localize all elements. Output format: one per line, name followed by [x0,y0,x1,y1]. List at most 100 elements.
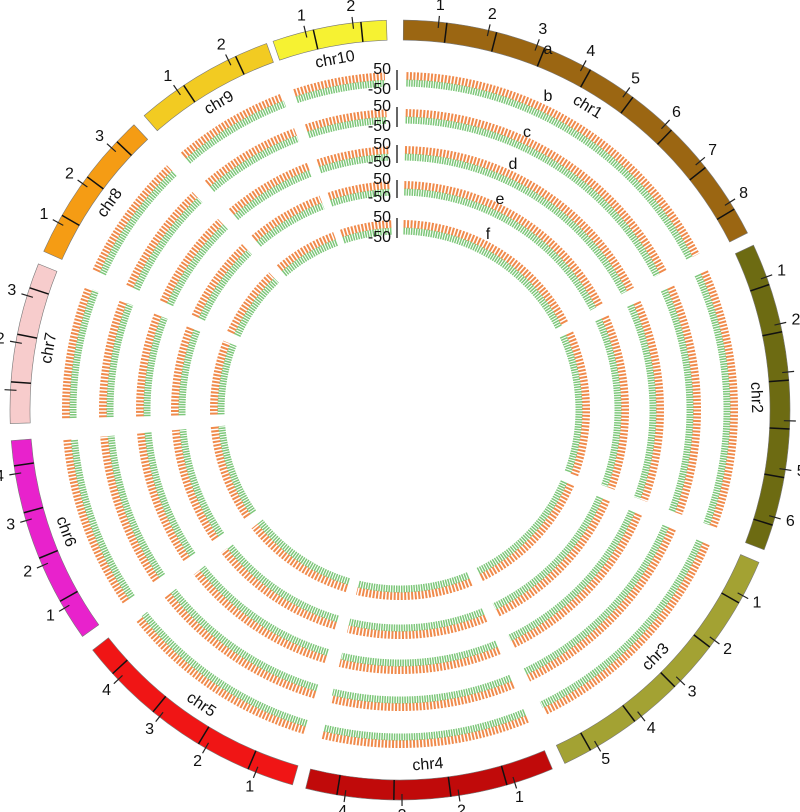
chromosome-tick [173,84,181,96]
track-band-positive [171,326,195,416]
chromosome-tick [252,766,259,779]
chromosome-tick-label: 2 [217,37,226,54]
marker-band [721,592,740,604]
track-band-negative [342,227,393,244]
track-band-positive [191,244,248,319]
chromosome-tick-label: 2 [346,0,355,15]
chromosome-tick-label: 5 [601,751,610,768]
track-band-negative [70,438,135,600]
track-band-negative [330,188,391,207]
chromosome-tick-label: 2 [791,311,800,328]
track-band-positive [316,146,389,168]
chromosome-tick-label: 2 [193,753,202,770]
chromosome-tick [512,776,518,789]
track-band-negative [178,329,201,416]
chromosome-segment [43,124,149,260]
chromosome-tick-label: 2 [0,331,5,348]
chromosome-tick [661,119,671,130]
marker-band [23,506,44,514]
track-band-positive [159,218,224,304]
marker-band [447,776,452,797]
marker-band [762,330,783,337]
chromosome-tick [155,711,164,723]
chromosome-tick-label: 1 [245,778,254,795]
chromosome-tick [225,54,232,66]
track-label: c [523,124,531,141]
scale-max-label: 50 [373,98,391,115]
chromosome-tick [351,16,355,29]
chromosome-tick [486,24,491,37]
track-band-positive [193,569,327,663]
chromosome-tick-label: 4 [586,43,595,60]
chromosome-tick-label: 6 [786,513,795,530]
track-band-negative [507,509,636,642]
track-band-negative [403,227,562,329]
track-band-negative [234,277,279,337]
chromosome-tick-label: 3 [7,282,16,299]
chromosome-segment [305,750,553,801]
track-band-negative [595,318,622,488]
track-band-negative [475,480,568,575]
chromosome-tick [202,742,210,754]
marker-band [768,379,789,383]
marker-band [689,166,706,181]
chromosome-tick-label: 1 [436,0,445,14]
chromosome-tick [457,789,461,802]
track-band-negative [348,608,485,632]
chromosome-tick-label: 3 [95,128,104,145]
track-band-positive [403,220,569,326]
marker-band [490,31,498,52]
track-band-negative [307,116,388,139]
track-band-negative [281,239,339,277]
chromosome-tick [106,143,117,153]
chromosome-tick [58,604,70,612]
chromosome-tick-label: 3 [538,21,547,38]
track-band-negative [406,79,693,261]
chromosome-tick-label: 3 [6,516,15,533]
track-band-negative [404,153,628,295]
track-band-positive [137,432,191,562]
track-band-positive [304,109,387,132]
chromosome-tick-label: 5 [797,463,800,480]
chromosome-tick-label: 1 [777,263,786,280]
chromosome-tick-label: 1 [297,7,306,24]
track-band-positive [346,614,488,639]
marker-band [764,473,785,479]
track-band-positive [92,165,173,273]
chromosome-tick [760,274,773,280]
track-band-positive [340,220,392,238]
track-band-negative [405,116,661,278]
track-label: e [496,191,505,208]
chromosome-tick [622,87,631,98]
chromosome-tick [437,15,440,28]
track-band-positive [633,300,664,503]
track-band-positive [136,313,162,417]
marker-band [360,21,364,42]
track-band-positive [478,482,575,582]
marker-band [116,141,132,157]
track-band-negative [357,572,470,593]
track-band-positive [321,715,529,748]
marker-band [580,69,592,88]
track-band-negative [257,519,350,585]
chromosome-tick-label: 3 [145,721,154,738]
track-band-positive [601,315,629,490]
chromosome-tick-label: 3 [398,807,407,812]
track-band-positive [210,340,231,415]
track-band-negative [331,674,512,704]
chromosome-tick [675,676,686,686]
track-band-negative [559,334,583,474]
track-label: d [509,156,518,173]
marker-band [536,47,546,67]
chromosome-name: chr7 [38,331,60,365]
chromosome-segment [272,19,388,61]
marker-band [500,765,508,786]
scale-min-label: -50 [368,81,391,98]
track-band-negative [256,202,325,247]
chromosome-tick-label: 4 [647,720,656,737]
track-band-negative [198,249,253,321]
track-band-negative [523,524,669,675]
chromosome-tick [737,592,749,600]
chromosome-tick [303,25,308,38]
chromosome-tick [579,60,587,72]
